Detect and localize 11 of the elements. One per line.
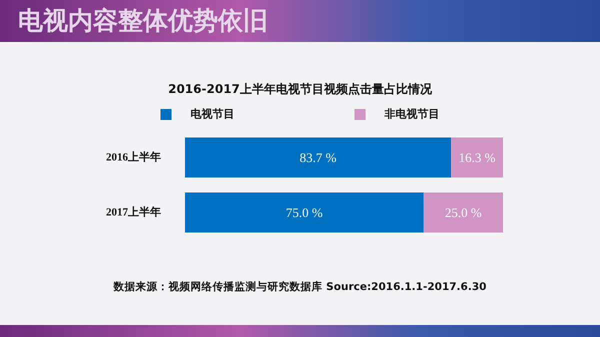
legend-label: 非电视节目 (384, 108, 440, 120)
source-note: 数据来源：视频网络传播监测与研究数据库 Source:2016.1.1-2017.6.30 (112, 280, 488, 294)
y-tick-label: 2017上半年 (106, 206, 161, 218)
chart-title: 电视内容整体优势依旧 (18, 5, 268, 37)
data-label: 16.3 % (458, 150, 496, 165)
y-tick-label: 2016上半年 (106, 150, 161, 164)
data-label: 25.0 % (444, 205, 482, 220)
data-label: 83.7 % (300, 150, 337, 165)
data-label: 75.0 % (286, 205, 323, 220)
legend-label: 电视节目 (190, 108, 234, 120)
chart-subtitle: 2016-2017上半年电视节目视频点击量占比情况 (168, 82, 433, 96)
